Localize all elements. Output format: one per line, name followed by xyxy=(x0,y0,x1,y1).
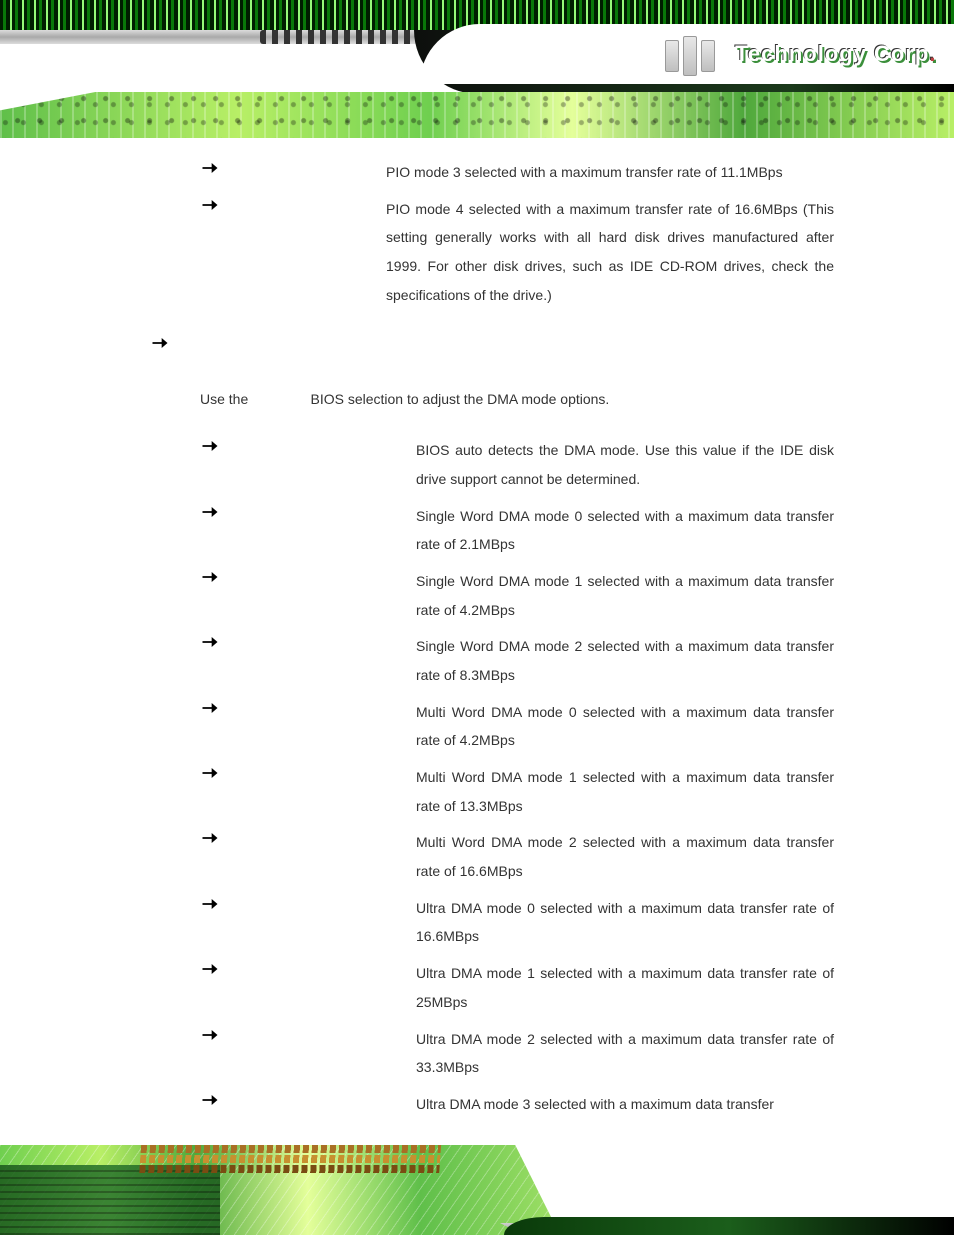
dma-desc: Single Word DMA mode 2 selected with a m… xyxy=(416,632,834,689)
dma-desc: Ultra DMA mode 0 selected with a maximum… xyxy=(416,894,834,951)
header-metal-dots xyxy=(260,30,440,44)
footer-dot-pattern xyxy=(139,1145,441,1177)
arrow-icon xyxy=(200,158,226,180)
arrow-icon xyxy=(200,894,226,916)
dma-desc: Multi Word DMA mode 0 selected with a ma… xyxy=(416,698,834,755)
arrow-icon xyxy=(200,502,226,524)
dma-desc: BIOS auto detects the DMA mode. Use this… xyxy=(416,436,834,493)
dma-item: Single Word DMA mode 2 selected with a m… xyxy=(150,632,834,689)
arrow-icon xyxy=(200,1090,226,1112)
dma-item: Single Word DMA mode 1 selected with a m… xyxy=(150,567,834,624)
arrow-icon xyxy=(200,828,226,850)
dma-item: Single Word DMA mode 0 selected with a m… xyxy=(150,502,834,559)
arrow-icon xyxy=(200,698,226,720)
dma-desc: Single Word DMA mode 0 selected with a m… xyxy=(416,502,834,559)
dma-item: Multi Word DMA mode 0 selected with a ma… xyxy=(150,698,834,755)
page-content: PIO mode 3 selected with a maximum trans… xyxy=(0,150,954,1127)
page-footer xyxy=(0,1125,954,1235)
dma-desc: Ultra DMA mode 3 selected with a maximum… xyxy=(416,1090,834,1119)
dma-item: Multi Word DMA mode 2 selected with a ma… xyxy=(150,828,834,885)
dma-item: Multi Word DMA mode 1 selected with a ma… xyxy=(150,763,834,820)
iei-logo-icon xyxy=(665,36,715,72)
arrow-icon xyxy=(200,436,226,458)
arrow-icon xyxy=(200,632,226,654)
arrow-icon xyxy=(200,195,226,217)
dma-desc: Multi Word DMA mode 2 selected with a ma… xyxy=(416,828,834,885)
section-dma xyxy=(150,333,834,355)
brand-logo: ® Technology Corp. xyxy=(665,36,937,72)
dma-desc: Single Word DMA mode 1 selected with a m… xyxy=(416,567,834,624)
dma-item: Ultra DMA mode 2 selected with a maximum… xyxy=(150,1025,834,1082)
footer-dark-strip xyxy=(504,1217,954,1235)
header-green-band xyxy=(0,92,954,138)
use-post: BIOS selection to adjust the DMA mode op… xyxy=(310,391,609,407)
pio-item: PIO mode 4 selected with a maximum trans… xyxy=(150,195,834,310)
dma-item: Ultra DMA mode 3 selected with a maximum… xyxy=(150,1090,834,1119)
brand-text: Technology Corp. xyxy=(735,41,936,67)
dma-item: Ultra DMA mode 0 selected with a maximum… xyxy=(150,894,834,951)
pio-desc: PIO mode 4 selected with a maximum trans… xyxy=(386,195,834,310)
arrow-icon xyxy=(200,567,226,589)
arrow-icon xyxy=(200,763,226,785)
registered-icon: ® xyxy=(721,36,729,48)
dma-item: BIOS auto detects the DMA mode. Use this… xyxy=(150,436,834,493)
dma-item: Ultra DMA mode 1 selected with a maximum… xyxy=(150,959,834,1016)
dma-desc: Ultra DMA mode 1 selected with a maximum… xyxy=(416,959,834,1016)
pio-desc: PIO mode 3 selected with a maximum trans… xyxy=(386,158,834,187)
use-pre: Use the xyxy=(200,391,248,407)
page-header: ® Technology Corp. xyxy=(0,0,954,145)
arrow-icon xyxy=(200,1025,226,1047)
pio-item: PIO mode 3 selected with a maximum trans… xyxy=(150,158,834,187)
use-line: Use the BIOS selection to adjust the DMA… xyxy=(150,385,834,414)
arrow-icon xyxy=(150,333,176,355)
dma-desc: Multi Word DMA mode 1 selected with a ma… xyxy=(416,763,834,820)
dma-desc: Ultra DMA mode 2 selected with a maximum… xyxy=(416,1025,834,1082)
arrow-icon xyxy=(200,959,226,981)
